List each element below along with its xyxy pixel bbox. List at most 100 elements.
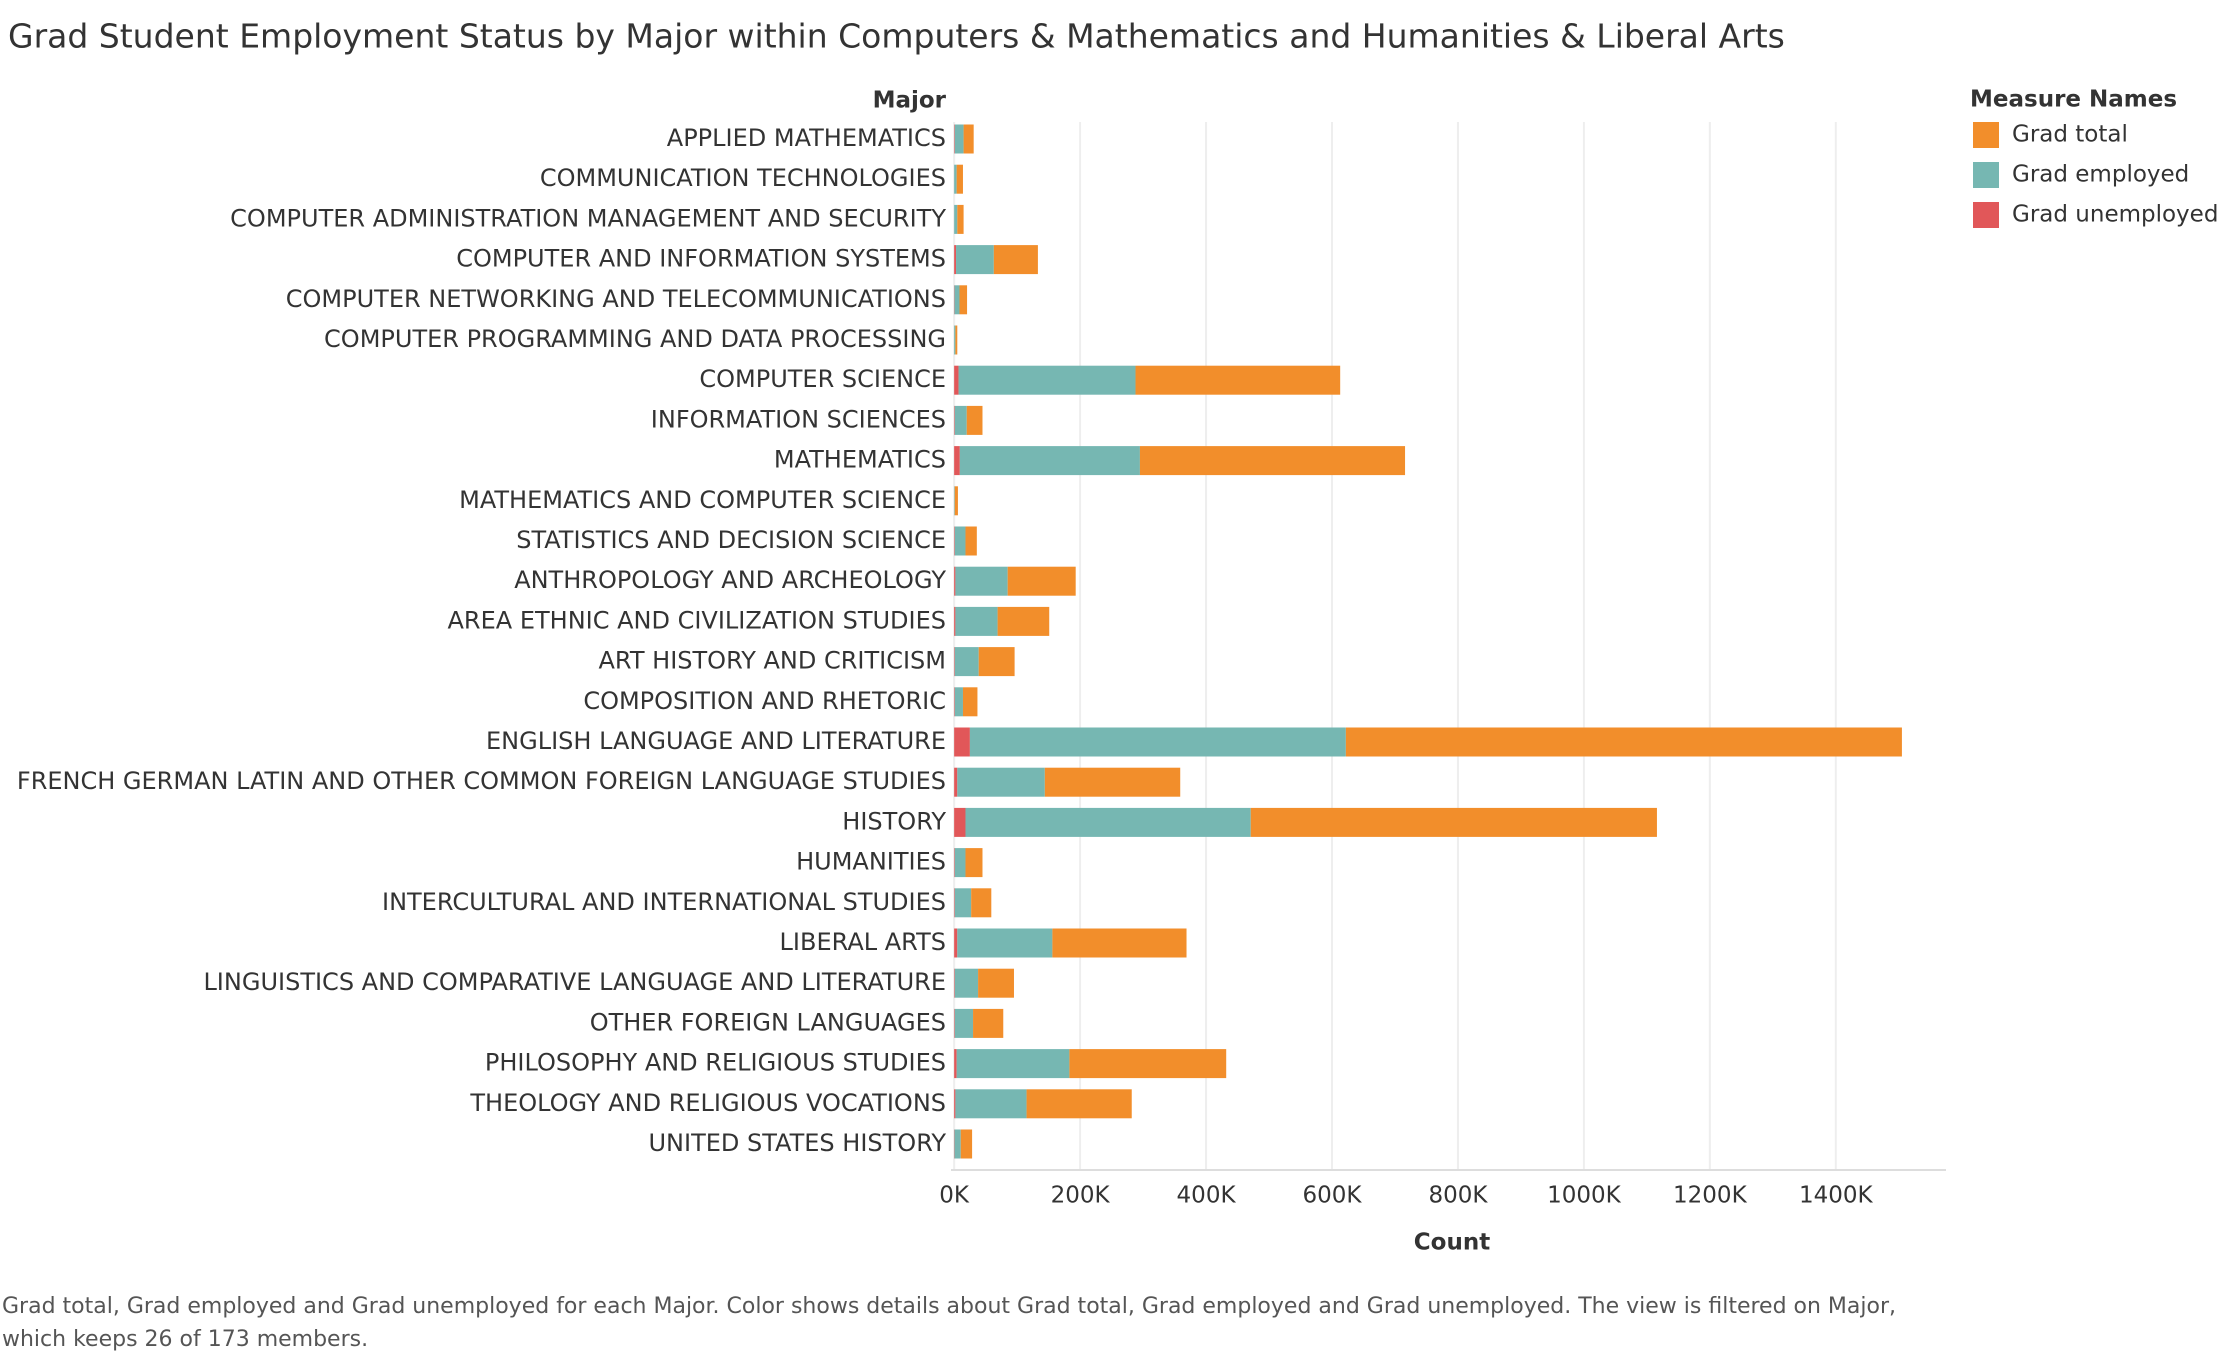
y-tick-label: HISTORY [842,807,946,835]
legend-label: Grad unemployed [2012,202,2218,228]
y-axis-title: Major [873,88,947,114]
bar-segment [965,527,976,556]
bar-segment [970,728,1346,757]
bar-segment [954,567,955,596]
x-tick-label: 200K [1051,1183,1111,1209]
bar-segment [954,929,957,958]
bar-segment [954,486,955,515]
bar-segment [955,406,967,435]
y-tick-label: COMPUTER ADMINISTRATION MANAGEMENT AND S… [230,204,946,232]
bar-segment [954,969,955,998]
bar-segment [954,1049,957,1078]
bar-segment [963,687,977,716]
bar-segment [979,647,1015,676]
y-tick-label: MATHEMATICS [774,446,946,474]
legend-swatch [1973,122,1999,148]
bar-segment [955,125,964,154]
bar-segment [954,647,955,676]
chart: Grad Student Employment Status by Major … [0,0,2238,1290]
y-tick-label: UNITED STATES HISTORY [648,1129,946,1157]
bar-segment [967,406,983,435]
x-tick-label: 800K [1428,1183,1488,1209]
y-tick-label: ENGLISH LANGUAGE AND LITERATURE [486,727,946,755]
bar-segment [954,326,955,355]
bar-segment [957,1049,1070,1078]
bar-segment [957,929,1052,958]
x-tick-label: 600K [1303,1183,1363,1209]
bar-segment [965,808,1250,837]
y-tick-label: COMMUNICATION TECHNOLOGIES [540,164,946,192]
bar-segment [955,1089,1026,1118]
y-tick-label: APPLIED MATHEMATICS [667,124,946,152]
bar-segment [1136,366,1341,395]
legend-swatch [1973,162,1999,188]
bar-segment [954,768,957,797]
bar-segment [957,768,1045,797]
y-tick-label: HUMANITIES [796,848,946,876]
bar-segment [1251,808,1657,837]
bar-segment [954,728,970,757]
y-tick-label: THEOLOGY AND RELIGIOUS VOCATIONS [469,1089,946,1117]
x-axis-title: Count [1414,1230,1490,1256]
bar-segment [955,888,971,917]
bar-segment [955,969,978,998]
bar-segment [954,285,959,314]
bar-segment [954,125,955,154]
bar-segment [955,1009,973,1038]
y-tick-label: COMPUTER AND INFORMATION SYSTEMS [456,245,946,273]
y-tick-label: INTERCULTURAL AND INTERNATIONAL STUDIES [382,888,946,916]
y-tick-label: COMPUTER SCIENCE [699,365,946,393]
bar-segment [961,1130,972,1159]
bar-segment [1052,929,1186,958]
bar-segment [954,165,957,194]
y-tick-label: INFORMATION SCIENCES [651,405,946,433]
bar-segment [955,607,997,636]
bar-segment [954,527,955,556]
bar-segment [960,285,968,314]
legend-label: Grad employed [2012,162,2189,188]
bar-segment [956,245,994,274]
bar-segment [954,1009,955,1038]
bar-segment [954,245,956,274]
legend-swatch [1973,202,1999,228]
bar-segment [978,969,1014,998]
y-tick-label: COMPUTER NETWORKING AND TELECOMMUNICATIO… [286,285,946,313]
bar-segment [954,848,955,877]
y-tick-label: FRENCH GERMAN LATIN AND OTHER COMMON FOR… [17,767,946,795]
y-tick-label: OTHER FOREIGN LANGUAGES [590,1008,946,1036]
bar-segment [955,486,958,515]
y-tick-label: ANTHROPOLOGY AND ARCHEOLOGY [514,566,946,594]
y-tick-label: COMPUTER PROGRAMMING AND DATA PROCESSING [324,325,946,353]
x-tick-label: 1400K [1799,1183,1874,1209]
bar-segment [954,687,955,716]
y-tick-label: AREA ETHNIC AND CIVILIZATION STUDIES [448,606,946,634]
bar-segment [959,366,1136,395]
x-tick-label: 400K [1177,1183,1237,1209]
bar-segment [954,1089,955,1118]
x-tick-label: 0K [939,1183,970,1209]
legend-title: Measure Names [1970,87,2177,113]
y-tick-label: COMPOSITION AND RHETORIC [583,687,946,715]
bar-segment [960,446,1140,475]
bar-segment [964,125,974,154]
bar-segment [955,527,966,556]
bar-segment [954,808,965,837]
bar-segment [1069,1049,1226,1078]
bar-segment [954,406,955,435]
bar-segment [957,205,963,234]
x-tick-label: 1200K [1673,1183,1748,1209]
y-tick-label: LINGUISTICS AND COMPARATIVE LANGUAGE AND… [203,968,946,996]
chart-title: Grad Student Employment Status by Major … [8,17,1785,56]
bar-segment [954,1130,960,1159]
bar-segment [955,848,966,877]
bar-segment [955,687,963,716]
bar-segment [955,567,1007,596]
y-tick-label: PHILOSOPHY AND RELIGIOUS STUDIES [485,1049,946,1077]
x-tick-label: 1000K [1547,1183,1622,1209]
bar-segment [1140,446,1405,475]
y-tick-label: STATISTICS AND DECISION SCIENCE [516,526,946,554]
bar-segment [998,607,1050,636]
bar-segment [954,205,957,234]
bar-segment [994,245,1038,274]
